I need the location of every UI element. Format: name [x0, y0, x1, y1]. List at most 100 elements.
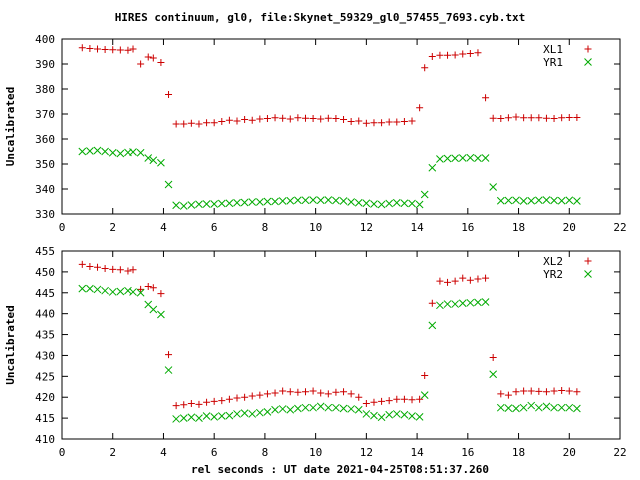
data-point: [428, 321, 437, 330]
data-point: [225, 395, 233, 403]
data-point: [558, 387, 566, 395]
data-point: [195, 400, 203, 408]
x-tick-label: 8: [262, 446, 269, 459]
data-point: [129, 288, 137, 296]
data-point: [489, 114, 497, 122]
data-point: [527, 387, 535, 395]
data-point: [195, 120, 203, 128]
data-point: [370, 200, 378, 208]
x-tick-label: 22: [613, 446, 626, 459]
y-tick-label: 440: [35, 308, 55, 321]
data-point: [101, 286, 109, 295]
x-tick-label: 6: [211, 446, 218, 459]
data-point: [542, 402, 551, 411]
data-point: [286, 405, 295, 414]
data-point: [124, 46, 132, 54]
plot-frame: [61, 250, 621, 440]
data-point: [347, 405, 355, 413]
data-point: [217, 199, 226, 208]
data-point: [316, 402, 325, 411]
data-point: [370, 411, 378, 420]
data-point: [129, 148, 137, 156]
data-point: [172, 201, 180, 210]
y-tick-label: 425: [35, 370, 55, 383]
data-point: [534, 196, 543, 205]
y-tick-label: 450: [35, 266, 55, 279]
data-point: [210, 397, 218, 405]
x-tick-label: 20: [563, 221, 576, 234]
legend-marker: [584, 270, 592, 278]
data-point: [370, 398, 378, 406]
data-point: [165, 351, 173, 359]
data-point: [195, 414, 203, 422]
data-point: [180, 120, 188, 128]
data-point: [355, 117, 363, 125]
data-point: [347, 118, 355, 125]
x-tick-label: 8: [262, 221, 269, 234]
data-point: [324, 403, 333, 412]
data-point: [157, 310, 165, 319]
data-point: [136, 288, 145, 297]
data-point: [377, 413, 386, 422]
data-point: [218, 397, 226, 405]
data-point: [180, 401, 188, 409]
data-point: [179, 414, 188, 422]
data-point: [144, 154, 153, 162]
data-point: [504, 404, 513, 412]
data-point: [332, 403, 340, 412]
data-point: [512, 404, 520, 413]
x-tick-label: 14: [410, 221, 424, 234]
data-point: [474, 275, 482, 283]
data-point: [466, 153, 475, 162]
data-point: [240, 409, 249, 417]
legend-marker: [584, 58, 592, 66]
x-tick-label: 0: [59, 446, 66, 459]
data-point: [573, 197, 581, 205]
data-point: [565, 196, 574, 205]
data-point: [294, 388, 302, 396]
data-point: [519, 403, 528, 412]
data-point: [339, 197, 348, 205]
data-point: [263, 115, 271, 122]
data-point: [116, 46, 124, 54]
data-point: [78, 284, 87, 293]
data-point: [271, 389, 279, 397]
data-point: [279, 387, 287, 395]
data-point: [542, 388, 550, 396]
y-axis-label: Uncalibrated: [4, 87, 17, 166]
data-point: [535, 114, 543, 122]
data-point: [109, 265, 117, 273]
data-point: [416, 104, 424, 112]
data-point: [149, 54, 157, 62]
data-point: [129, 266, 137, 274]
data-point: [377, 200, 386, 209]
data-point: [301, 388, 309, 396]
data-point: [436, 51, 444, 59]
data-point: [489, 183, 498, 191]
data-point: [362, 199, 371, 208]
data-point: [248, 198, 257, 206]
data-point: [301, 114, 309, 122]
data-point: [420, 391, 429, 399]
data-point: [332, 388, 340, 396]
data-point: [202, 412, 211, 420]
data-point: [393, 395, 401, 403]
data-point: [392, 198, 401, 207]
y-axis-label: Uncalibrated: [4, 305, 17, 384]
data-point: [466, 298, 475, 307]
data-point: [309, 387, 317, 395]
data-point: [86, 262, 94, 270]
data-point: [179, 202, 188, 210]
data-point: [421, 371, 429, 379]
data-point: [93, 285, 102, 294]
data-point: [144, 283, 152, 291]
data-point: [286, 115, 294, 123]
data-point: [355, 393, 363, 401]
data-point: [459, 274, 467, 282]
legend-label: YR1: [543, 56, 563, 69]
y-tick-label: 380: [35, 83, 55, 96]
chart-title: HIRES continuum, gl0, file:Skynet_59329_…: [114, 11, 526, 24]
data-point: [362, 399, 370, 407]
data-point: [415, 200, 424, 209]
data-point: [94, 45, 102, 53]
